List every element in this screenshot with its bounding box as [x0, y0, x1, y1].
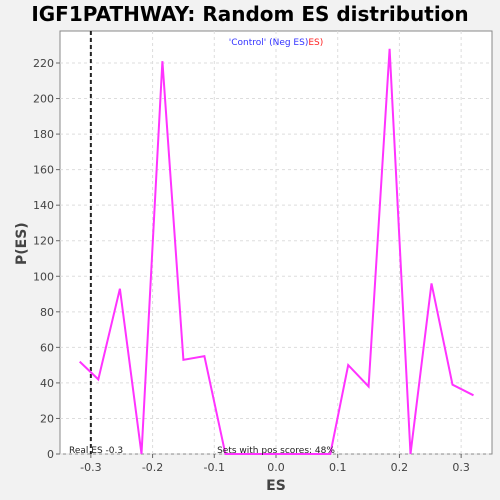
y-tick-label: 60 — [40, 341, 54, 354]
y-tick-label: 220 — [33, 57, 54, 70]
x-tick-label: -0.1 — [204, 461, 225, 474]
real-es-annotation: Real ES -0.3 — [69, 446, 123, 456]
y-tick-label: 180 — [33, 128, 54, 141]
legend-part-neg: 'Control' (Neg ES) — [229, 38, 309, 48]
x-tick-label: -0.2 — [142, 461, 163, 474]
x-axis-label: ES — [266, 478, 286, 494]
y-tick-label: 140 — [33, 199, 54, 212]
series-line — [79, 48, 474, 455]
x-tick-label: 0.1 — [329, 461, 347, 474]
y-tick-label: 20 — [40, 412, 54, 425]
y-tick-label: 80 — [40, 306, 54, 319]
x-tick-label: -0.3 — [80, 461, 101, 474]
y-tick-label: 160 — [33, 164, 54, 177]
x-tick-label: 0.0 — [267, 461, 285, 474]
axes: 0 20 40 60 80 100 120 140 160 180 200 220 -0.3 -0.2 -0… — [33, 57, 470, 474]
y-axis-label: P(ES) — [14, 222, 30, 265]
legend-part-es: ES) — [308, 38, 323, 48]
y-tick-label: 100 — [33, 270, 54, 283]
y-tick-label: 120 — [33, 235, 54, 248]
y-tick-label: 0 — [47, 448, 54, 461]
x-tick-label: 0.3 — [452, 461, 470, 474]
legend-label: 'Control' (Neg ES)ES) — [229, 38, 324, 48]
chart-title: IGF1PATHWAY: Random ES distribution — [31, 2, 469, 26]
pos-scores-annotation: Sets with pos scores: 48% — [217, 446, 335, 456]
x-tick-label: 0.2 — [391, 461, 409, 474]
y-tick-label: 200 — [33, 93, 54, 106]
y-tick-label: 40 — [40, 377, 54, 390]
